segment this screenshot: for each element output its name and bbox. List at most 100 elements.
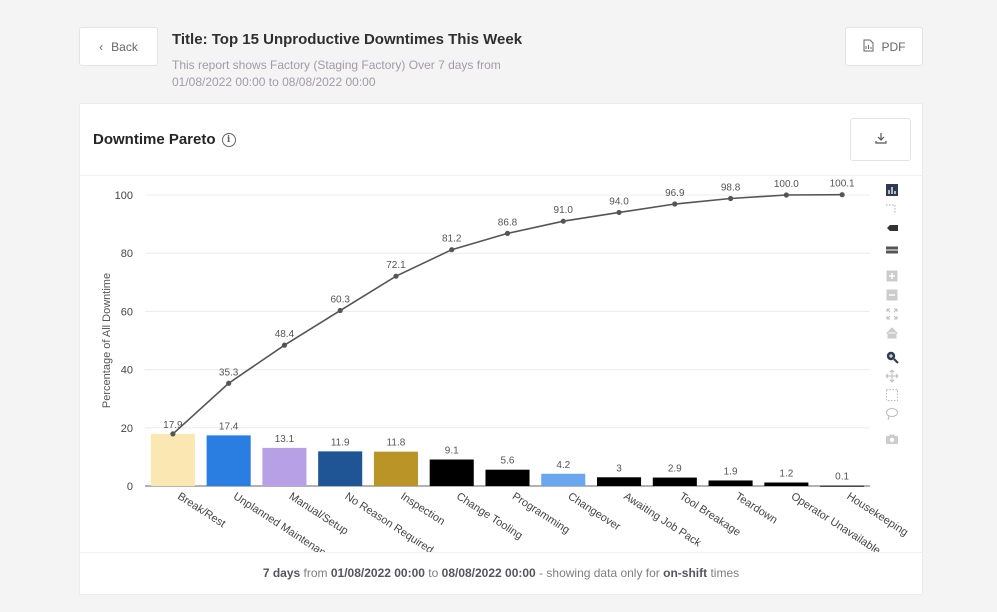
zoom-out-icon[interactable] [885,288,899,302]
cumulative-data-label: 91.0 [554,205,574,216]
box-select-icon[interactable] [885,388,899,402]
pdf-label: PDF [881,39,906,54]
bar [485,469,530,486]
x-tick-label: Break/Rest [175,490,227,530]
bar-data-label: 17.9 [163,420,183,431]
x-tick-label: Inspection [398,490,447,527]
cumulative-data-label: 98.8 [721,182,741,193]
bar [820,485,865,487]
footer-duration: 7 days [262,566,301,580]
cumulative-data-label: 94.0 [609,196,629,207]
x-tick-label: Teardown [733,490,780,526]
y-tick-label: 80 [121,248,133,260]
bar-data-label: 9.1 [445,446,459,457]
bar [262,447,307,486]
bar [652,477,697,486]
cumulative-point [672,201,678,207]
pareto-chart: 0 20 40 60 80 100 Percentage of All Downtime 17… [101,179,910,552]
bar [150,433,195,486]
cumulative-data-label: 81.2 [442,234,462,245]
cumulative-data-label: 60.3 [330,295,350,306]
pan-icon[interactable] [885,369,899,383]
bar-data-label: 17.4 [219,421,239,432]
info-icon[interactable]: i [221,132,236,147]
cumulative-point [170,431,176,437]
bar-data-label: 1.9 [724,466,738,477]
cumulative-data-label: 35.3 [219,367,239,378]
bar-data-label: 5.6 [501,456,515,467]
bar-data-label: 0.1 [835,472,849,483]
bar [318,451,363,486]
chevron-left-icon: ‹ [99,39,104,54]
cumulative-data-label: 100.1 [830,179,855,190]
page-title: Title: Top 15 Unproductive Downtimes Thi… [172,31,523,48]
camera-icon[interactable] [885,432,899,446]
card-header-divider [80,175,922,176]
y-tick-label: 40 [121,365,133,377]
x-tick-label: Operator Unavailable [789,490,883,552]
cumulative-point [839,192,845,198]
cumulative-point [783,192,789,198]
cumulative-point [560,218,566,224]
cumulative-point [616,209,622,216]
download-icon [874,132,887,147]
bar-chart-icon[interactable] [885,183,899,197]
cumulative-point [727,195,734,202]
bar-data-label: 11.9 [331,437,350,448]
bar-data-label: 1.2 [779,469,793,480]
bar-data-label: 11.8 [387,438,406,449]
bar [597,477,642,486]
bar [764,482,809,486]
zoom-in-icon[interactable] [885,269,899,283]
cumulative-data-label: 100.0 [774,179,799,190]
bar [373,451,418,486]
cumulative-data-label: 72.1 [386,260,406,271]
cumulative-line [172,193,843,435]
bar-data-label: 13.1 [275,434,295,445]
footer-from: from [300,566,331,580]
y-tick-label: 60 [121,306,133,318]
x-tick-label: Changeover [566,490,623,533]
y-tick-label: 100 [115,190,133,202]
bar [429,459,474,486]
footer-times: times [707,566,740,580]
chart-footer: 7 days from 01/08/2022 00:00 to 08/08/20… [80,566,922,580]
report-description: This report shows Factory (Staging Facto… [172,58,501,89]
footer-start-date: 01/08/2022 00:00 [330,566,425,580]
pdf-button[interactable]: PDF [845,27,923,66]
document-icon [863,39,874,55]
y-tick-label: 20 [121,423,133,435]
card-title: Downtime Pareto i [93,131,236,148]
reset-home-icon[interactable] [885,326,899,340]
cumulative-point [281,342,288,348]
autoscale-icon[interactable] [885,307,899,321]
footer-shift: on-shift [663,566,708,580]
download-button[interactable] [850,118,911,161]
bar-data-label: 4.2 [556,460,570,471]
cumulative-data-label: 96.9 [665,188,685,199]
x-tick-label: No Reason Required [343,490,436,552]
cumulative-point [504,230,511,237]
footer-end-date: 08/08/2022 00:00 [441,566,536,580]
cumulative-data-label: 48.4 [275,329,295,340]
footer-to: to [424,566,442,580]
card-title-text: Downtime Pareto [93,131,216,148]
tag-icon[interactable] [885,221,899,235]
pareto-card: Downtime Pareto i 0 20 40 60 80 100 Percentage… [79,103,923,595]
cumulative-point [226,380,232,386]
footer-showing: - showing data only for [535,566,664,580]
bar [708,480,753,486]
grid-lines-icon[interactable] [885,201,899,215]
back-label: Back [111,39,138,54]
back-button[interactable]: ‹ Back [79,27,158,66]
zoom-icon[interactable] [885,350,899,364]
bar-data-label: 3 [616,463,622,474]
bar [541,473,586,486]
y-axis-label: Percentage of All Downtime [101,273,113,408]
y-tick-label: 0 [127,481,133,493]
cumulative-point [337,307,343,314]
compare-icon[interactable] [885,243,899,257]
bar-data-label: 2.9 [668,464,682,475]
bar [206,435,251,486]
lasso-icon[interactable] [885,407,899,421]
